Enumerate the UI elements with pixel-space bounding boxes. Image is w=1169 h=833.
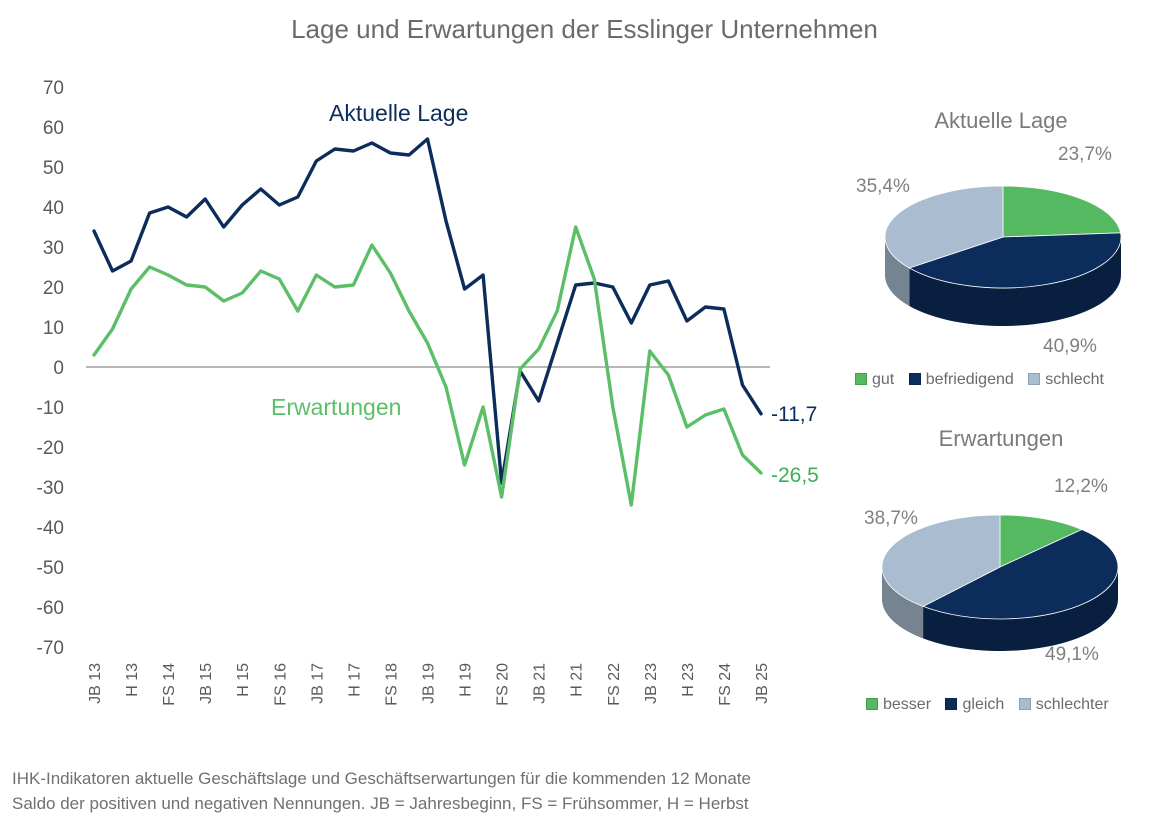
- legend-item-gut: gut: [855, 371, 894, 388]
- x-tick-label: H 23: [680, 663, 697, 697]
- chart-title: Lage und Erwartungen der Esslinger Unter…: [291, 14, 878, 44]
- x-tick-label: H 21: [569, 663, 586, 697]
- legend-lage: gut befriedigend schlecht: [855, 371, 1114, 389]
- x-tick-label: H 13: [124, 663, 141, 697]
- pie-slice-gut: [1002, 185, 1122, 238]
- legend-swatch-schlechter: [1018, 698, 1031, 710]
- y-tick-label: 60: [43, 118, 64, 139]
- y-tick-label: -20: [37, 438, 64, 459]
- x-tick-label: JB 19: [421, 663, 438, 704]
- x-tick-label: FS 22: [606, 663, 623, 706]
- legend-swatch-schlecht: [1028, 373, 1041, 385]
- legend-item-befriedigend: befriedigend: [908, 371, 1014, 388]
- series-label-aktuelle-lage: Aktuelle Lage: [329, 100, 468, 126]
- pie-title-erwartungen: Erwartungen: [938, 426, 1064, 451]
- x-tick-label: FS 20: [495, 663, 512, 706]
- legend-label-besser: besser: [883, 696, 932, 713]
- end-value-erwartungen: -26,5: [771, 464, 819, 487]
- x-tick-label: JB 17: [309, 663, 326, 704]
- pie-side-gleich: [923, 567, 1118, 651]
- x-tick-label: H 19: [458, 663, 475, 697]
- end-value-aktuelle-lage: -11,7: [771, 403, 817, 426]
- y-tick-label: -70: [37, 638, 64, 659]
- footnote: IHK-Indikatoren aktuelle Geschäftslage u…: [12, 766, 751, 816]
- x-tick-label: FS 16: [272, 663, 289, 706]
- y-tick-label: 40: [43, 198, 64, 219]
- pie-value-label-schlecht: 35,4%: [856, 176, 910, 197]
- pie-title-lage: Aktuelle Lage: [934, 108, 1068, 133]
- pie-slice-befriedigend: [908, 232, 1122, 289]
- legend-item-gleich: gleich: [945, 696, 1004, 713]
- legend-label-gut: gut: [872, 371, 895, 388]
- legend-label-schlechter: schlechter: [1035, 696, 1109, 713]
- pie-slice-schlecht: [884, 185, 1004, 269]
- x-tick-label: FS 18: [383, 663, 400, 706]
- legend-label-gleich: gleich: [962, 696, 1005, 713]
- pie-slice-gleich: [922, 529, 1119, 620]
- footnote-line-2: Saldo der positiven und negativen Nennun…: [12, 794, 749, 813]
- y-tick-label: -50: [37, 558, 64, 579]
- legend-label-schlecht: schlecht: [1045, 371, 1104, 388]
- legend-erwartungen: besser gleich schlechter: [866, 696, 1119, 714]
- x-tick-label: FS 24: [717, 663, 734, 706]
- legend-swatch-befriedigend: [908, 373, 921, 385]
- series-line-erwartungen: [92, 225, 763, 507]
- pie-slice-schlechter: [881, 514, 1001, 607]
- y-tick-label: 0: [53, 358, 64, 379]
- legend-item-schlecht: schlecht: [1028, 371, 1104, 388]
- pie-value-label-befriedigend: 40,9%: [1043, 336, 1097, 357]
- series-label-erwartungen: Erwartungen: [271, 394, 401, 420]
- legend-swatch-gut: [855, 373, 867, 385]
- pie-side-schlechter: [882, 567, 924, 639]
- footnote-line-1: IHK-Indikatoren aktuelle Geschäftslage u…: [12, 769, 751, 788]
- pie-value-label-schlechter: 38,7%: [864, 508, 918, 529]
- pie-slice-besser: [999, 514, 1083, 568]
- y-tick-label: 20: [43, 278, 64, 299]
- y-tick-label: 50: [43, 158, 64, 179]
- y-tick-label: -60: [37, 598, 64, 619]
- x-tick-label: JB 15: [198, 663, 215, 704]
- legend-swatch-besser: [866, 698, 878, 710]
- y-tick-label: -40: [37, 518, 64, 539]
- y-tick-label: 10: [43, 318, 64, 339]
- pie-value-label-besser: 12,2%: [1054, 476, 1108, 497]
- x-tick-label: FS 14: [161, 663, 178, 706]
- x-tick-label: JB 13: [87, 663, 104, 704]
- x-tick-label: H 17: [346, 663, 363, 697]
- x-tick-label: JB 21: [532, 663, 549, 704]
- legend-item-schlechter: schlechter: [1018, 696, 1109, 713]
- pie-side-schlecht: [885, 237, 910, 306]
- legend-item-besser: besser: [866, 696, 931, 713]
- x-tick-label: JB 23: [643, 663, 660, 704]
- x-tick-label: JB 25: [754, 663, 771, 704]
- x-tick-label: H 15: [235, 663, 252, 697]
- pie-side-befriedigend: [909, 237, 1121, 326]
- y-tick-label: -30: [37, 478, 64, 499]
- y-tick-label: 30: [43, 238, 64, 259]
- series-line-aktuelle-lage: [92, 137, 763, 485]
- y-tick-label: -10: [37, 398, 64, 419]
- pie-value-label-gut: 23,7%: [1058, 144, 1112, 165]
- legend-label-befriedigend: befriedigend: [925, 371, 1014, 388]
- y-tick-label: 70: [43, 78, 64, 99]
- legend-swatch-gleich: [945, 698, 958, 710]
- pie-value-label-gleich: 49,1%: [1045, 644, 1099, 665]
